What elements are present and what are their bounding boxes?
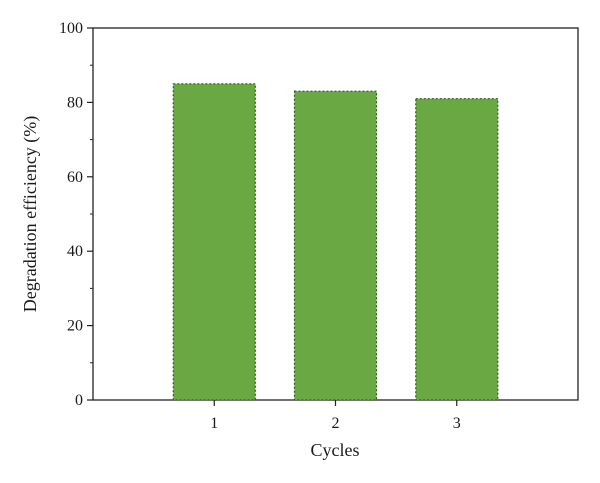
y-tick-label: 100: [59, 20, 83, 37]
bar-cycle-3: [415, 98, 499, 401]
y-tick-label: 80: [67, 94, 83, 111]
y-axis-title: Degradation efficiency (%): [20, 116, 41, 313]
x-tick-label: 1: [210, 415, 218, 432]
bar-cycle-2: [293, 90, 378, 401]
y-axis-ticks: 0 20 40 60 80 100: [59, 20, 93, 409]
y-tick-label: 0: [75, 392, 83, 409]
y-tick-label: 60: [67, 169, 83, 186]
bar-cycle-1: [172, 83, 256, 401]
y-tick-label: 40: [67, 243, 83, 260]
x-tick-label: 3: [453, 415, 461, 432]
y-tick-label: 20: [67, 318, 83, 335]
x-tick-label: 2: [332, 415, 340, 432]
bars-group: [172, 83, 499, 401]
x-axis-ticks: 1 2 3: [210, 400, 461, 432]
x-axis-title: Cycles: [311, 440, 360, 460]
